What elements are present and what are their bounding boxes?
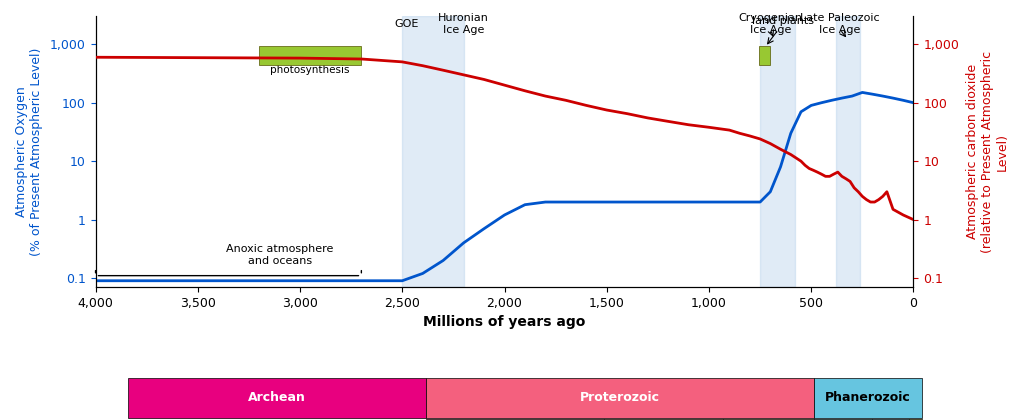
Text: Archean: Archean	[248, 391, 306, 404]
Text: oxygenic
photosynthesis: oxygenic photosynthesis	[270, 53, 350, 75]
Bar	[259, 44, 361, 53]
Bar	[760, 16, 795, 287]
Y-axis label: Atmospheric carbon dioxide
(relative to Present Atmospheric
Level): Atmospheric carbon dioxide (relative to …	[966, 51, 1009, 253]
Text: Late Paleozoic
Ice Age: Late Paleozoic Ice Age	[800, 13, 880, 35]
Bar	[259, 46, 361, 65]
Bar	[759, 46, 770, 65]
Y-axis label: Atmospheric Oxygen
(% of Present Atmospheric Level): Atmospheric Oxygen (% of Present Atmosph…	[15, 47, 43, 256]
Bar	[402, 16, 464, 287]
X-axis label: Millions of years ago: Millions of years ago	[423, 315, 586, 329]
Text: Cryogenian
Ice Age: Cryogenian Ice Age	[738, 13, 803, 35]
Text: Anoxic atmosphere
and oceans: Anoxic atmosphere and oceans	[226, 244, 333, 265]
Text: Proterozoic: Proterozoic	[580, 391, 659, 404]
Text: Phanerozoic: Phanerozoic	[825, 391, 910, 404]
Text: land plants: land plants	[752, 16, 814, 26]
Text: Huronian
Ice Age: Huronian Ice Age	[438, 13, 489, 35]
Bar	[836, 16, 860, 287]
Text: GOE: GOE	[394, 19, 419, 29]
